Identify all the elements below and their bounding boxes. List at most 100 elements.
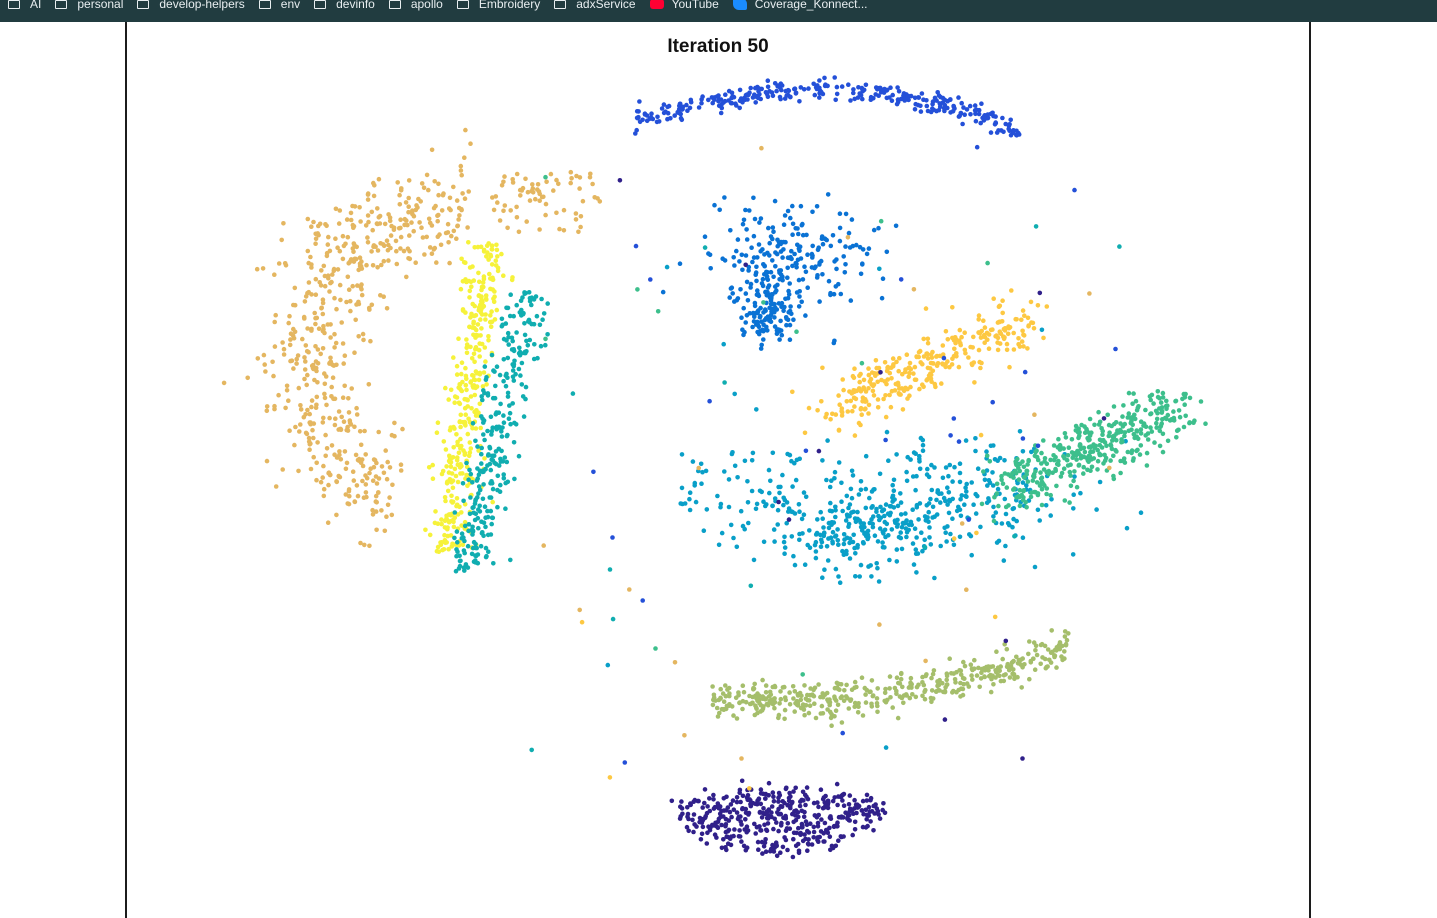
scatter-point	[511, 362, 517, 367]
scatter-point	[885, 377, 890, 382]
scatter-point	[876, 225, 881, 231]
scatter-point	[904, 352, 910, 358]
scatter-point	[862, 407, 868, 412]
scatter-point	[441, 439, 447, 444]
bookmark-item[interactable]: devinfo	[314, 0, 375, 15]
scatter-point	[895, 517, 900, 523]
scatter-point	[871, 828, 876, 833]
scatter-point	[477, 372, 483, 377]
scatter-point	[578, 214, 584, 219]
scatter-point	[743, 699, 749, 705]
bookmark-item[interactable]: develop-helpers	[137, 0, 245, 15]
scatter-point	[793, 785, 798, 791]
scatter-point	[314, 460, 320, 466]
scatter-point	[978, 120, 983, 126]
scatter-point	[432, 245, 438, 251]
scatter-point	[346, 410, 352, 415]
bookmark-item[interactable]: apollo	[388, 0, 443, 15]
scatter-point	[505, 479, 511, 485]
scatter-point	[505, 305, 511, 311]
scatter-point	[1091, 442, 1096, 447]
bookmark-item[interactable]: Coverage_Konnect...	[732, 0, 868, 15]
scatter-point	[573, 211, 579, 216]
scatter-point	[454, 198, 460, 203]
scatter-point	[938, 543, 943, 549]
scatter-point	[622, 760, 628, 765]
scatter-point	[1088, 450, 1093, 455]
scatter-point	[360, 463, 366, 469]
scatter-point	[272, 272, 277, 277]
scatter-point	[755, 255, 760, 260]
scatter-point	[1183, 413, 1188, 419]
scatter-point	[378, 293, 383, 298]
scatter-point	[879, 295, 885, 301]
scatter-point	[762, 840, 768, 846]
scatter-point	[459, 172, 465, 178]
scatter-point	[675, 110, 681, 115]
scatter-point	[494, 410, 499, 415]
scatter-point	[930, 106, 935, 111]
scatter-point	[763, 289, 768, 295]
scatter-point	[790, 232, 795, 237]
scatter-point	[457, 504, 462, 510]
scatter-point	[1095, 467, 1100, 472]
scatter-point	[712, 202, 717, 208]
scatter-point	[1013, 470, 1019, 476]
scatter-point	[788, 805, 793, 811]
bookmark-item[interactable]: env	[258, 0, 300, 15]
scatter-point	[884, 381, 889, 387]
scatter-point	[1135, 405, 1141, 411]
scatter-point	[435, 213, 440, 218]
scatter-point	[488, 313, 493, 318]
scatter-point	[1016, 493, 1022, 499]
scatter-point	[1000, 656, 1005, 662]
scatter-point	[595, 196, 600, 201]
scatter-point	[928, 376, 934, 382]
scatter-point	[952, 346, 957, 352]
scatter-point	[877, 266, 882, 272]
scatter-point	[455, 455, 460, 460]
scatter-point	[403, 200, 409, 205]
scatter-point	[579, 619, 585, 625]
scatter-point	[1169, 417, 1174, 422]
scatter-point	[1122, 421, 1128, 427]
scatter-point	[940, 352, 946, 357]
scatter-point	[537, 198, 542, 203]
scatter-point	[387, 218, 393, 224]
scatter-point	[782, 213, 788, 218]
bookmark-item[interactable]: Embroidery	[456, 0, 540, 15]
scatter-point	[803, 269, 809, 275]
scatter-point	[1037, 518, 1042, 523]
scatter-point	[345, 234, 351, 240]
scatter-point	[927, 525, 932, 530]
scatter-point	[704, 841, 710, 846]
scatter-point	[914, 570, 919, 575]
scatter-point	[469, 311, 474, 317]
scatter-point	[700, 469, 705, 475]
scatter-point	[882, 698, 887, 704]
scatter-point	[776, 715, 781, 721]
scatter-point	[436, 181, 441, 187]
scatter-point	[313, 236, 319, 241]
bookmark-item[interactable]: adxService	[554, 0, 636, 15]
scatter-point	[306, 280, 312, 285]
bookmark-item[interactable]: YouTube	[649, 0, 719, 15]
scatter-point	[802, 683, 807, 688]
scatter-point	[787, 702, 793, 707]
scatter-point	[607, 567, 613, 572]
scatter-point	[756, 324, 762, 330]
scatter-point	[414, 203, 419, 208]
scatter-point	[833, 514, 838, 520]
scatter-point	[700, 805, 705, 810]
scatter-point	[950, 690, 955, 695]
scatter-point	[501, 420, 507, 426]
scatter-point	[884, 88, 890, 93]
bookmark-item[interactable]: personal	[55, 0, 123, 15]
scatter-point	[1027, 639, 1032, 644]
scatter-point	[963, 485, 968, 491]
scatter-point	[483, 359, 488, 364]
scatter-point	[856, 420, 862, 426]
scatter-point	[984, 453, 990, 459]
scatter-point	[850, 832, 855, 838]
bookmark-item[interactable]: AI	[8, 0, 41, 15]
